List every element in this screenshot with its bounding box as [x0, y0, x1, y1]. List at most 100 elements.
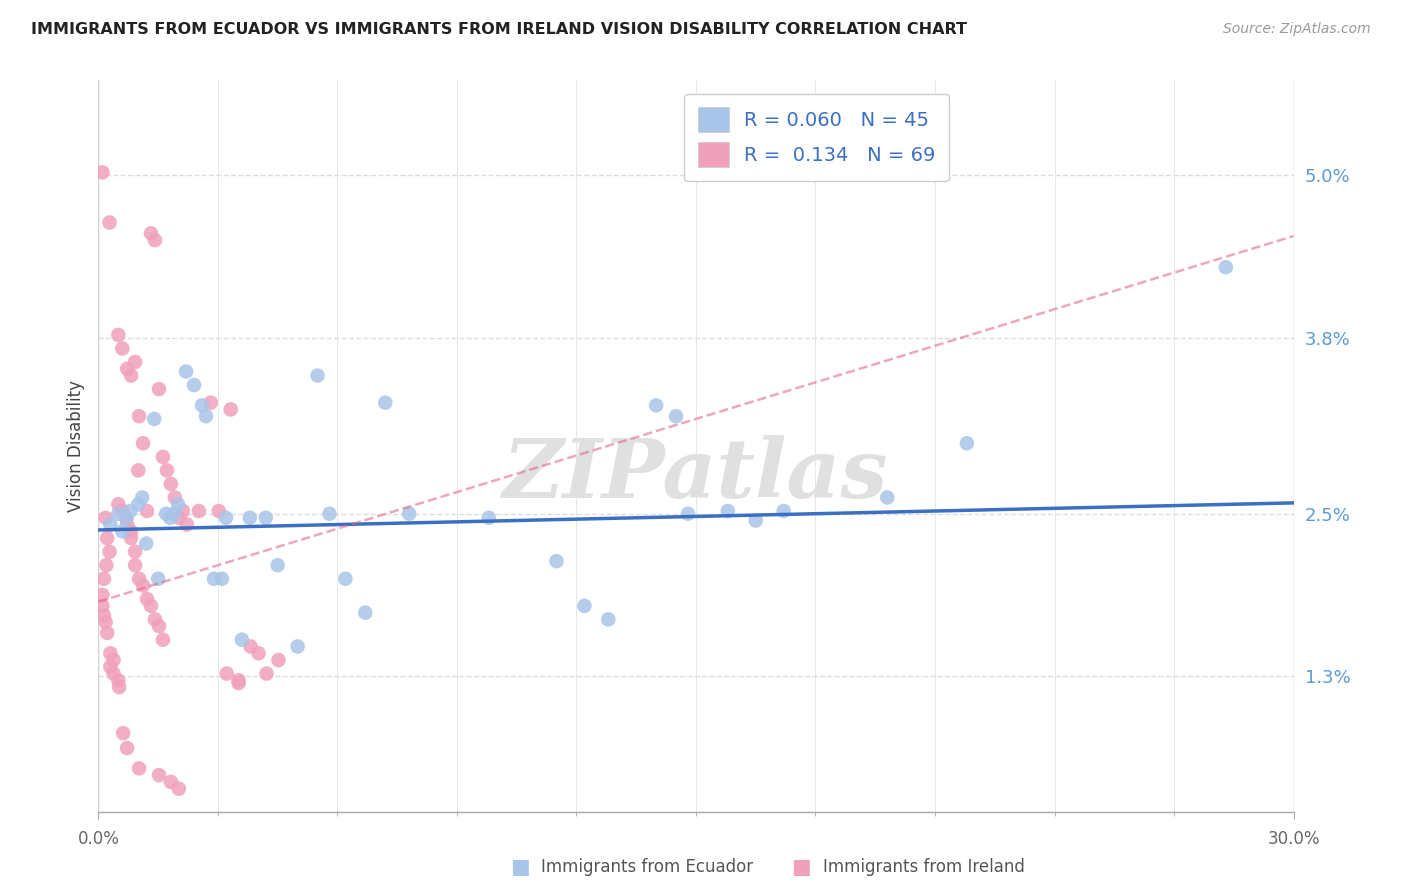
Point	[120, 524, 142, 539]
Legend: R = 0.060   N = 45, R =  0.134   N = 69: R = 0.060 N = 45, R = 0.134 N = 69	[683, 94, 949, 180]
Text: ■: ■	[792, 857, 811, 877]
Point	[91, 599, 114, 613]
Point	[115, 741, 138, 756]
Point	[143, 233, 166, 247]
Point	[111, 342, 134, 356]
Point	[183, 378, 205, 392]
Point	[167, 497, 190, 511]
Point	[107, 673, 129, 688]
Point	[127, 463, 149, 477]
Point	[665, 409, 688, 424]
Point	[239, 640, 262, 654]
Text: Source: ZipAtlas.com: Source: ZipAtlas.com	[1223, 22, 1371, 37]
Point	[139, 599, 162, 613]
Point	[645, 398, 668, 412]
Point	[254, 510, 277, 524]
Point	[132, 578, 155, 592]
Point	[256, 666, 278, 681]
Point	[135, 536, 157, 550]
Point	[215, 510, 238, 524]
Point	[108, 680, 131, 694]
Point	[148, 768, 170, 782]
Point	[247, 646, 270, 660]
Point	[163, 507, 186, 521]
Point	[231, 632, 253, 647]
Point	[93, 608, 115, 623]
Point	[195, 409, 218, 424]
Point	[155, 507, 177, 521]
Text: Immigrants from Ireland: Immigrants from Ireland	[823, 858, 1025, 876]
Point	[120, 504, 142, 518]
Point	[187, 504, 209, 518]
Point	[94, 615, 117, 629]
Point	[152, 632, 174, 647]
Point	[167, 510, 190, 524]
Point	[94, 510, 117, 524]
Point	[128, 409, 150, 424]
Text: Immigrants from Ecuador: Immigrants from Ecuador	[541, 858, 754, 876]
Point	[148, 619, 170, 633]
Point	[956, 436, 979, 450]
Point	[143, 412, 166, 426]
Point	[267, 558, 290, 573]
Point	[287, 640, 309, 654]
Point	[136, 504, 159, 518]
Point	[111, 504, 134, 518]
Point	[772, 504, 794, 518]
Point	[107, 497, 129, 511]
Point	[98, 517, 122, 532]
Point	[131, 491, 153, 505]
Point	[98, 544, 121, 558]
Point	[128, 572, 150, 586]
Point	[167, 781, 190, 796]
Point	[598, 612, 620, 626]
Point	[163, 491, 186, 505]
Text: IMMIGRANTS FROM ECUADOR VS IMMIGRANTS FROM IRELAND VISION DISABILITY CORRELATION: IMMIGRANTS FROM ECUADOR VS IMMIGRANTS FR…	[31, 22, 967, 37]
Point	[398, 507, 420, 521]
Point	[115, 510, 138, 524]
Point	[96, 531, 118, 545]
Point	[335, 572, 357, 586]
Point	[120, 368, 142, 383]
Point	[318, 507, 340, 521]
Point	[208, 504, 231, 518]
Point	[228, 673, 250, 688]
Point	[202, 572, 225, 586]
Point	[98, 646, 122, 660]
Point	[107, 507, 129, 521]
Point	[107, 327, 129, 342]
Point	[152, 450, 174, 464]
Point	[124, 558, 146, 573]
Point	[156, 463, 179, 477]
Text: ■: ■	[510, 857, 530, 877]
Point	[172, 504, 194, 518]
Y-axis label: Vision Disability: Vision Disability	[66, 380, 84, 512]
Point	[159, 510, 181, 524]
Point	[676, 507, 699, 521]
Point	[219, 402, 242, 417]
Point	[103, 666, 125, 681]
Point	[176, 517, 198, 532]
Point	[239, 510, 262, 524]
Point	[478, 510, 501, 524]
Point	[148, 382, 170, 396]
Point	[115, 361, 138, 376]
Point	[124, 544, 146, 558]
Point	[717, 504, 740, 518]
Point	[174, 364, 197, 378]
Point	[143, 612, 166, 626]
Point	[374, 395, 396, 409]
Point	[91, 588, 114, 602]
Point	[112, 726, 135, 740]
Point	[132, 436, 155, 450]
Point	[124, 355, 146, 369]
Point	[98, 215, 121, 229]
Point	[120, 531, 142, 545]
Point	[160, 775, 183, 789]
Point	[211, 572, 233, 586]
Point	[96, 626, 118, 640]
Point	[200, 395, 222, 409]
Point	[876, 491, 898, 505]
Point	[228, 676, 250, 690]
Point	[546, 554, 568, 568]
